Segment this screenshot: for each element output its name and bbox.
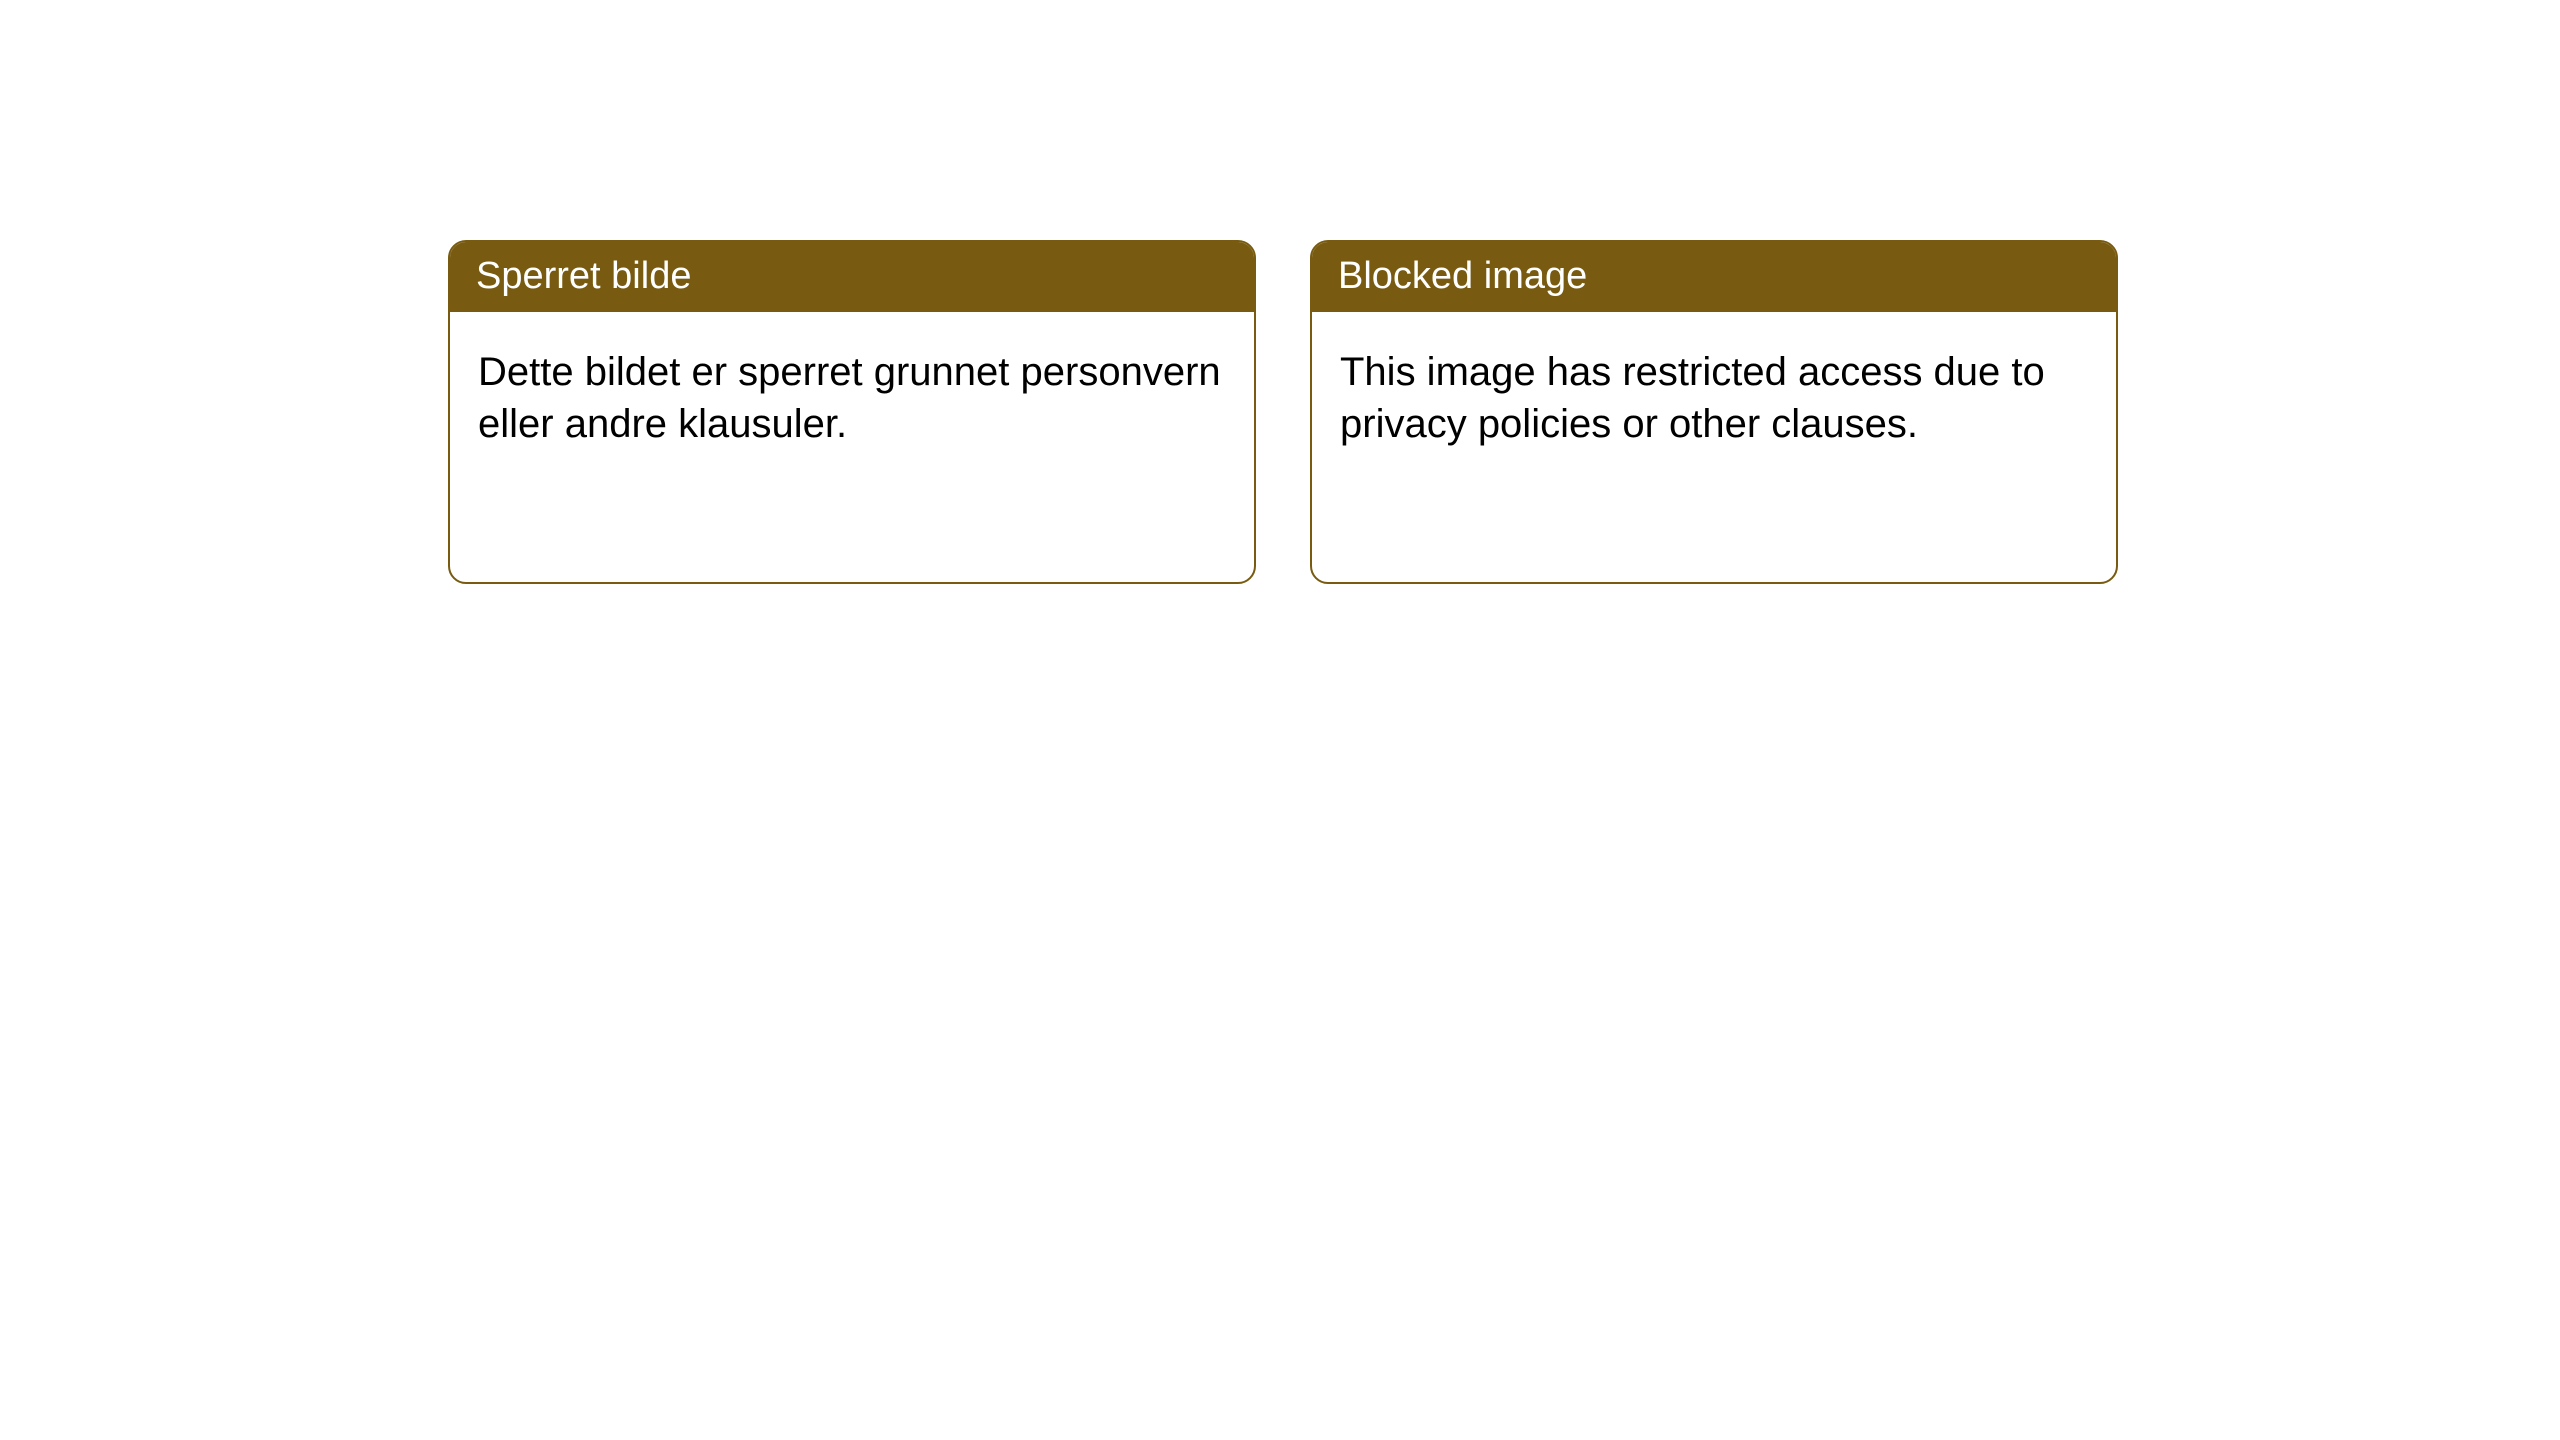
- notice-container: Sperret bilde Dette bildet er sperret gr…: [448, 240, 2118, 584]
- notice-body-no: Dette bildet er sperret grunnet personve…: [450, 312, 1254, 582]
- notice-header-en: Blocked image: [1312, 242, 2116, 312]
- notice-header-no: Sperret bilde: [450, 242, 1254, 312]
- notice-card-en: Blocked image This image has restricted …: [1310, 240, 2118, 584]
- notice-body-en: This image has restricted access due to …: [1312, 312, 2116, 582]
- notice-card-no: Sperret bilde Dette bildet er sperret gr…: [448, 240, 1256, 584]
